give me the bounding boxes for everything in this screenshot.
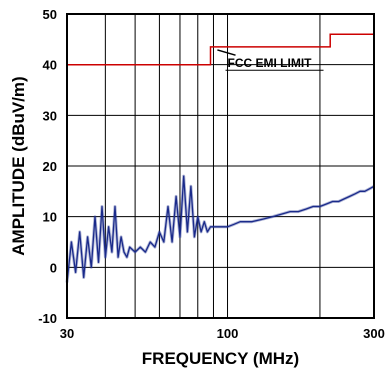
gridlines	[67, 13, 375, 318]
tick-labels: 30 100 300 -10 0 10 20 30 40 50	[38, 7, 385, 341]
y-tick-label: 0	[50, 260, 57, 275]
y-tick-label: 30	[43, 108, 57, 123]
y-tick-label: 10	[43, 210, 57, 225]
x-tick-label: 300	[363, 326, 385, 341]
x-tick-label: 100	[217, 326, 239, 341]
series-layer	[65, 33, 375, 283]
x-tick-label: 30	[60, 326, 74, 341]
annotation-label: FCC EMI LIMIT	[228, 56, 313, 70]
y-axis-title: AMPLITUDE (dBuV/m)	[9, 76, 28, 255]
measurement-line	[66, 175, 375, 283]
fcc-limit-line	[67, 33, 374, 66]
y-tick-label: 20	[43, 159, 57, 174]
x-axis-title: FREQUENCY (MHz)	[142, 349, 299, 368]
y-tick-label: 40	[43, 58, 57, 73]
y-tick-label: 50	[43, 7, 57, 22]
annotation: FCC EMI LIMIT	[217, 49, 324, 71]
plot-frame	[66, 13, 375, 319]
annotation-leader-line	[217, 49, 236, 56]
y-tick-label: -10	[38, 311, 57, 326]
